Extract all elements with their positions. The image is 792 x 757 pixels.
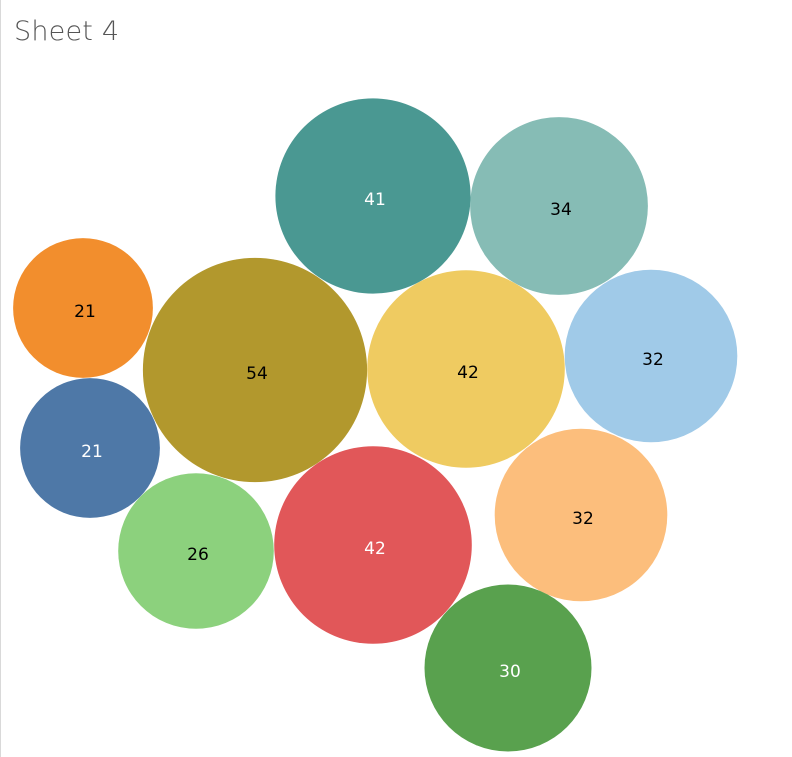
bubble-11[interactable]: [424, 584, 592, 752]
bubble-6[interactable]: [564, 269, 738, 443]
bubble-10[interactable]: [494, 428, 668, 602]
bubble-label-6: 32: [642, 350, 664, 370]
bubble-7[interactable]: [20, 378, 160, 518]
left-border: [0, 0, 1, 757]
bubble-3[interactable]: [13, 238, 153, 378]
bubble-label-9: 42: [364, 539, 386, 559]
bubble-label-3: 21: [74, 302, 96, 322]
bubble-label-4: 54: [246, 364, 268, 384]
bubble-label-7: 21: [81, 442, 103, 462]
bubble-label-5: 42: [457, 363, 479, 383]
bubble-label-10: 32: [572, 509, 594, 529]
bubble-label-1: 41: [364, 190, 386, 210]
bubble-8[interactable]: [118, 473, 274, 629]
bubble-9[interactable]: [274, 446, 472, 644]
bubble-label-2: 34: [550, 200, 572, 220]
sheet-title: Sheet 4: [14, 16, 120, 47]
bubble-2[interactable]: [470, 117, 648, 295]
bubble-label-11: 30: [499, 662, 521, 682]
bubble-5[interactable]: [367, 270, 565, 468]
bubble-label-8: 26: [187, 545, 209, 565]
bubble-1[interactable]: [275, 98, 471, 294]
bubble-4[interactable]: [142, 257, 368, 483]
